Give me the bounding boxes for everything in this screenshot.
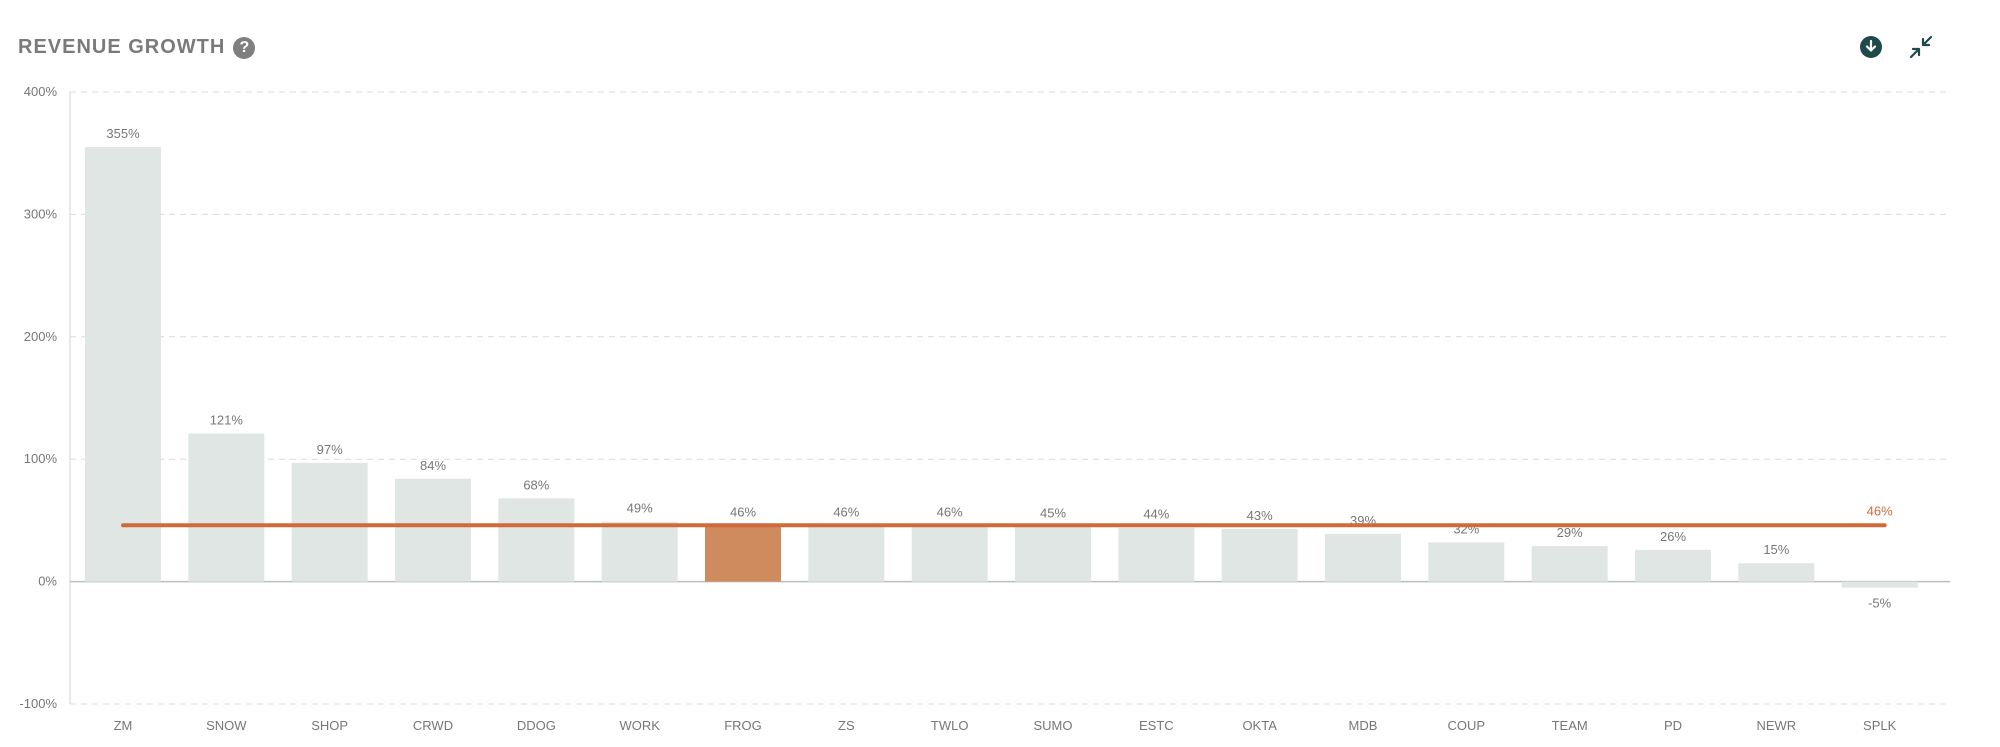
bar-mdb (1325, 533, 1401, 582)
data-label: 68% (523, 477, 549, 492)
data-label: 84% (420, 458, 446, 473)
bar-coup (1428, 542, 1505, 582)
download-icon (1860, 36, 1882, 58)
x-tick-label: DDOG (517, 718, 556, 733)
x-tick-label: WORK (619, 718, 660, 733)
x-tick-label: ZM (114, 718, 133, 733)
bar-splk (1841, 581, 1918, 588)
data-label: 121% (210, 412, 244, 427)
data-label: 46% (730, 504, 756, 519)
chart-title: REVENUE GROWTH (18, 36, 226, 58)
x-tick-label: COUP (1448, 718, 1486, 733)
data-label: -5% (1868, 596, 1892, 611)
x-tick-label: SPLK (1863, 718, 1897, 733)
bar-estc (1118, 527, 1195, 582)
bar-sumo (1015, 526, 1091, 582)
average-label: 46% (1867, 503, 1893, 518)
x-tick-label: OKTA (1242, 718, 1277, 733)
data-label: 46% (833, 504, 859, 519)
y-tick-label: 100% (24, 451, 58, 466)
x-tick-label: FROG (724, 718, 762, 733)
bar-okta (1221, 528, 1298, 582)
help-icon[interactable]: ? (233, 36, 256, 59)
collapse-icon (1909, 35, 1933, 59)
y-tick-label: 400% (24, 84, 58, 99)
bar-newr (1738, 563, 1815, 582)
data-label: 355% (106, 126, 140, 141)
bar-team (1531, 546, 1608, 582)
data-label: 15% (1763, 542, 1789, 557)
bar-pd (1635, 549, 1711, 582)
bar-snow (188, 433, 265, 582)
data-label: 97% (317, 442, 343, 457)
collapse-button[interactable] (1908, 34, 1934, 60)
x-tick-label: CRWD (413, 718, 453, 733)
bar-zm (85, 147, 161, 582)
x-tick-label: ESTC (1139, 718, 1174, 733)
bar-twlo (911, 525, 988, 582)
y-tick-label: 0% (38, 574, 57, 589)
bar-crwd (395, 478, 471, 582)
x-tick-label: MDB (1349, 718, 1378, 733)
bar-ddog (498, 498, 575, 582)
x-tick-label: TEAM (1552, 718, 1588, 733)
bar-shop (291, 462, 368, 582)
download-button[interactable] (1858, 34, 1884, 60)
x-tick-label: PD (1664, 718, 1682, 733)
data-label: 49% (627, 501, 653, 516)
data-label: 26% (1660, 529, 1686, 544)
chart-header: REVENUE GROWTH ? (18, 36, 256, 59)
x-tick-label: ZS (838, 718, 855, 733)
x-tick-label: SNOW (206, 718, 247, 733)
y-tick-label: 200% (24, 329, 58, 344)
bar-zs (808, 525, 885, 582)
y-tick-label: 300% (24, 206, 58, 221)
y-tick-label: -100% (19, 696, 57, 711)
data-label: 43% (1247, 508, 1273, 523)
bar-work (601, 521, 678, 582)
chart-toolbar (1858, 34, 1934, 60)
data-label: 29% (1557, 525, 1583, 540)
x-tick-label: TWLO (931, 718, 969, 733)
data-label: 44% (1143, 507, 1169, 522)
data-label: 45% (1040, 506, 1066, 521)
x-tick-label: SUMO (1034, 718, 1073, 733)
x-tick-label: SHOP (311, 718, 348, 733)
bar-frog (705, 525, 781, 582)
data-label: 46% (937, 504, 963, 519)
x-tick-label: NEWR (1756, 718, 1796, 733)
